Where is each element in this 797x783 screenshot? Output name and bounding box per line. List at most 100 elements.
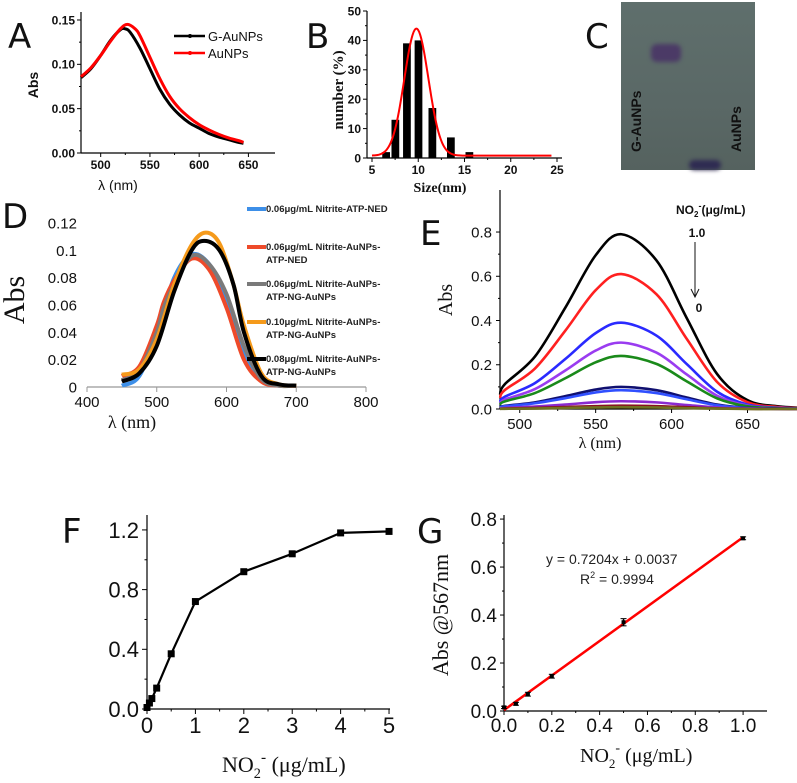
y-axis-label: Abs — [0, 276, 31, 324]
data-point — [167, 650, 175, 658]
data-point — [191, 598, 199, 606]
y-tick-label: 0.2 — [471, 654, 497, 675]
data-point — [143, 704, 151, 712]
legend-label: G-AuNPs — [208, 29, 263, 44]
series-line-0-08-g-ml-nitrite-aunps-atp-ng-aunps — [121, 238, 297, 388]
y-tick-label: 0.1 — [56, 243, 77, 260]
y-tick-label: 0.2 — [471, 357, 492, 374]
data-point — [385, 527, 393, 535]
x-axis-label: NO2- (μg/mL) — [580, 741, 692, 771]
y-tick-label: 0.8 — [471, 510, 497, 531]
x-tick-label: 20 — [504, 163, 518, 177]
r-squared-part: 2 — [590, 570, 595, 580]
panel-label-b: B — [306, 17, 330, 57]
legend-label: 0.08μg/mL Nitrite-AuNPs- — [266, 354, 380, 365]
histogram-bar — [428, 108, 437, 158]
y-tick-label: 0.02 — [48, 352, 77, 369]
y-axis-label: number (%) — [331, 50, 347, 129]
x-tick-label: 0 — [141, 713, 153, 738]
histogram-bar — [382, 152, 390, 158]
y-tick-label: 10 — [348, 122, 362, 136]
x-tick-label: 650 — [238, 158, 258, 172]
data-point — [148, 695, 156, 703]
histogram-bar — [391, 119, 400, 158]
spectrum-line — [498, 321, 797, 410]
x-tick-label: 0.6 — [634, 716, 660, 737]
x-tick-label: 400 — [74, 394, 99, 411]
x-tick-label: 500 — [144, 394, 169, 411]
y-tick-label: 0.04 — [48, 325, 77, 342]
y-tick-label: 0.8 — [108, 578, 139, 603]
r-squared-label: R2 = 0.9994 — [580, 570, 654, 587]
gel-lane-label-g-aunps: G-AuNPs — [628, 90, 644, 152]
y-tick-label: 1.2 — [108, 518, 139, 543]
x-axis-label-part: 2 — [609, 756, 616, 771]
x-tick-label: 650 — [735, 416, 760, 433]
x-tick-label: 550 — [583, 416, 608, 433]
y-tick-label: 0.08 — [48, 270, 77, 287]
data-point — [337, 529, 345, 537]
data-point — [288, 550, 296, 558]
legend-title-part: - — [698, 201, 701, 211]
y-tick-label: 0.15 — [52, 13, 76, 27]
x-tick-label: 600 — [189, 158, 209, 172]
chart-d: 400 500 600 700 800 0 0.02 0.04 0.06 0.08 0.1 0.12 λ… — [0, 204, 388, 433]
histogram-bar — [403, 43, 411, 159]
x-tick-label: 0.4 — [586, 716, 613, 737]
y-tick-label: 0.0 — [471, 702, 497, 723]
y-tick-label: 0.06 — [48, 297, 77, 314]
x-axis-label: Size(nm) — [414, 181, 467, 196]
legend-label: ATP-NED — [266, 255, 308, 266]
x-axis-label: λ (nm) — [98, 177, 138, 193]
spectrum-line — [499, 405, 797, 411]
histogram-bar — [414, 40, 423, 158]
x-axis-label-part: NO — [580, 745, 609, 767]
x-axis-label-part: (μg/mL) — [266, 752, 346, 777]
data-point — [549, 674, 554, 679]
y-axis-label: Abs @567nm — [428, 554, 453, 676]
y-tick-label: 0.4 — [471, 313, 492, 330]
x-tick-label: 500 — [91, 158, 111, 172]
y-tick-label: 40 — [348, 34, 362, 48]
x-tick-label: 700 — [284, 394, 309, 411]
legend-label: ATP-NG-AuNPs — [266, 330, 336, 341]
x-tick-label: 550 — [140, 158, 160, 172]
x-tick-label: 1.0 — [730, 716, 756, 737]
data-point — [525, 692, 530, 697]
spectrum-line — [498, 232, 797, 409]
panel-label-g: G — [417, 512, 444, 552]
y-tick-label: 0.0 — [108, 697, 139, 722]
legend-marker — [188, 51, 192, 55]
legend-label: ATP-NG-AuNPs — [266, 367, 336, 378]
series-line-aunps — [79, 22, 245, 144]
y-axis-label: Abs — [435, 284, 457, 316]
legend-label: ATP-NG-AuNPs — [266, 292, 336, 303]
x-tick-label: 800 — [353, 394, 378, 411]
data-point — [240, 568, 248, 576]
r-squared-part: = 0.9994 — [595, 571, 654, 587]
x-tick-label: 5 — [383, 713, 395, 738]
y-tick-label: 30 — [348, 63, 362, 77]
x-tick-label: 0.0 — [491, 716, 517, 737]
y-tick-label: 0.00 — [52, 146, 76, 160]
x-tick-label: 25 — [550, 163, 564, 177]
x-tick-label: 4 — [335, 713, 347, 738]
panel-label-d: D — [2, 197, 29, 237]
x-tick-label: 3 — [286, 713, 298, 738]
y-tick-label: 0 — [69, 379, 77, 396]
x-tick-label: 0.8 — [682, 716, 708, 737]
x-axis-label: NO2- (μg/mL) — [222, 749, 346, 782]
data-point — [621, 620, 626, 625]
legend-title-part: 2 — [694, 210, 699, 219]
x-axis-label-part: (μg/mL) — [620, 745, 692, 767]
panel-label-e: E — [420, 214, 442, 254]
x-tick-label: 10 — [412, 163, 426, 177]
legend-marker — [188, 34, 192, 38]
x-tick-label: 1 — [189, 713, 201, 738]
legend-label: 0.10μg/mL Nitrite-AuNPs- — [266, 317, 380, 328]
chart-a: 500 550 600 650 0.00 0.05 0.10 0.15 λ (nm) Abs G-A… — [25, 12, 275, 193]
y-axis-label: Abs — [25, 72, 41, 99]
